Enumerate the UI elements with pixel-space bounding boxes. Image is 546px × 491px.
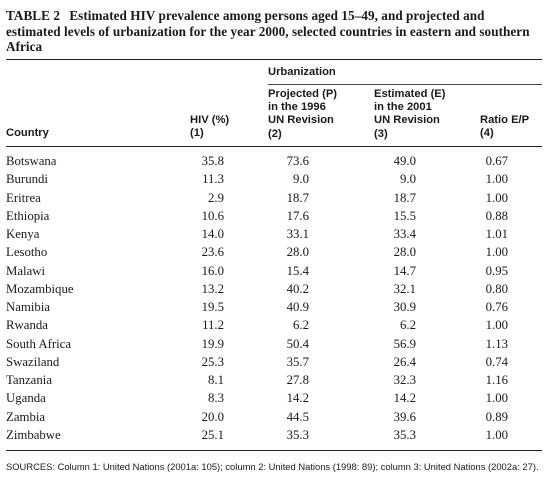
ratio-cell: 0.95 [485,264,508,278]
ratio-cell: 1.01 [485,227,508,241]
estimated-cell: 39.6 [393,410,416,424]
country-cell: Eritrea [6,191,41,205]
estimated-cell: 33.4 [393,227,416,241]
country-column-header: Country [6,127,49,139]
ratio-cell: 1.00 [485,172,508,186]
projected-column-header: Projected (P) in the 1996 UN Revision (2… [268,88,338,140]
ratio-cell: 0.76 [485,300,508,314]
ratio-cell: 1.00 [485,191,508,205]
country-cell: Namibia [6,300,51,314]
estimated-cell: 49.0 [393,154,416,168]
projected-cell: 6.2 [293,318,309,332]
bottom-rule [6,450,542,451]
hiv-cell: 35.8 [201,154,224,168]
ratio-cell: 1.00 [485,428,508,442]
hiv-cell: 19.5 [201,300,224,314]
hiv-cell: 25.3 [201,355,224,369]
hiv-cell: 23.6 [201,245,224,259]
projected-cell: 15.4 [286,264,309,278]
projected-cell: 27.8 [286,373,309,387]
hiv-cell: 25.1 [201,428,224,442]
group-header-rule [268,84,542,85]
hiv-cell: 11.2 [202,318,224,332]
projected-cell: 40.9 [286,300,309,314]
estimated-cell: 15.5 [393,209,416,223]
ratio-cell: 1.00 [485,391,508,405]
country-cell: Burundi [6,172,48,186]
projected-cell: 9.0 [293,172,309,186]
country-cell: South Africa [6,337,72,351]
projected-cell: 35.7 [286,355,309,369]
projected-cell: 28.0 [286,245,309,259]
ratio-cell: 0.80 [485,282,508,296]
top-rule [6,59,542,60]
ratio-cell: 0.74 [485,355,508,369]
hiv-cell: 8.1 [208,373,224,387]
hiv-cell: 13.2 [201,282,224,296]
estimated-cell: 14.2 [393,391,416,405]
estimated-cell: 26.4 [393,355,416,369]
estimated-column-header: Estimated (E) in the 2001 UN Revision (3… [374,88,446,140]
ratio-cell: 0.89 [485,410,508,424]
table-label: TABLE 2 [6,8,60,23]
projected-cell: 40.2 [286,282,309,296]
ratio-cell: 1.13 [485,337,508,351]
sources-note: SOURCES: Column 1: United Nations (2001a… [6,461,539,472]
country-cell: Mozambique [6,282,74,296]
hiv-cell: 14.0 [201,227,224,241]
projected-cell: 33.1 [286,227,309,241]
projected-cell: 14.2 [286,391,309,405]
estimated-cell: 30.9 [393,300,416,314]
country-cell: Uganda [6,391,46,405]
projected-cell: 50.4 [286,337,309,351]
hiv-column-header: HIV (%) (1) [190,114,230,140]
ratio-cell: 1.00 [485,245,508,259]
country-cell: Tanzania [6,373,52,387]
projected-cell: 18.7 [286,191,309,205]
country-cell: Swaziland [6,355,60,369]
country-cell: Lesotho [6,245,48,259]
estimated-cell: 32.3 [393,373,416,387]
country-cell: Rwanda [6,318,48,332]
ratio-cell: 1.00 [485,318,508,332]
country-cell: Malawi [6,264,46,278]
header-bottom-rule [6,146,542,147]
hiv-cell: 20.0 [201,410,224,424]
table-title: Estimated HIV prevalence among persons a… [6,8,530,54]
projected-cell: 73.6 [286,154,309,168]
ratio-cell: 0.67 [485,154,508,168]
country-cell: Zambia [6,410,46,424]
hiv-cell: 10.6 [201,209,224,223]
country-cell: Kenya [6,227,40,241]
country-cell: Botswana [6,154,57,168]
country-cell: Ethiopia [6,209,50,223]
estimated-cell: 32.1 [393,282,416,296]
projected-cell: 17.6 [286,209,309,223]
estimated-cell: 6.2 [400,318,416,332]
hiv-cell: 2.9 [208,191,224,205]
estimated-cell: 14.7 [393,264,416,278]
estimated-cell: 28.0 [393,245,416,259]
projected-cell: 35.3 [286,428,309,442]
hiv-cell: 19.9 [201,337,224,351]
hiv-cell: 11.3 [202,172,224,186]
hiv-cell: 8.3 [208,391,224,405]
estimated-cell: 56.9 [393,337,416,351]
hiv-cell: 16.0 [201,264,224,278]
estimated-cell: 9.0 [400,172,416,186]
ratio-cell: 1.16 [485,373,508,387]
estimated-cell: 35.3 [393,428,416,442]
table-caption: TABLE 2 Estimated HIV prevalence among p… [6,8,536,55]
projected-cell: 44.5 [286,410,309,424]
urbanization-group-header: Urbanization [268,66,336,78]
country-cell: Zimbabwe [6,428,61,442]
ratio-cell: 0.88 [485,209,508,223]
ratio-column-header: Ratio E/P (4) [480,114,530,140]
estimated-cell: 18.7 [393,191,416,205]
